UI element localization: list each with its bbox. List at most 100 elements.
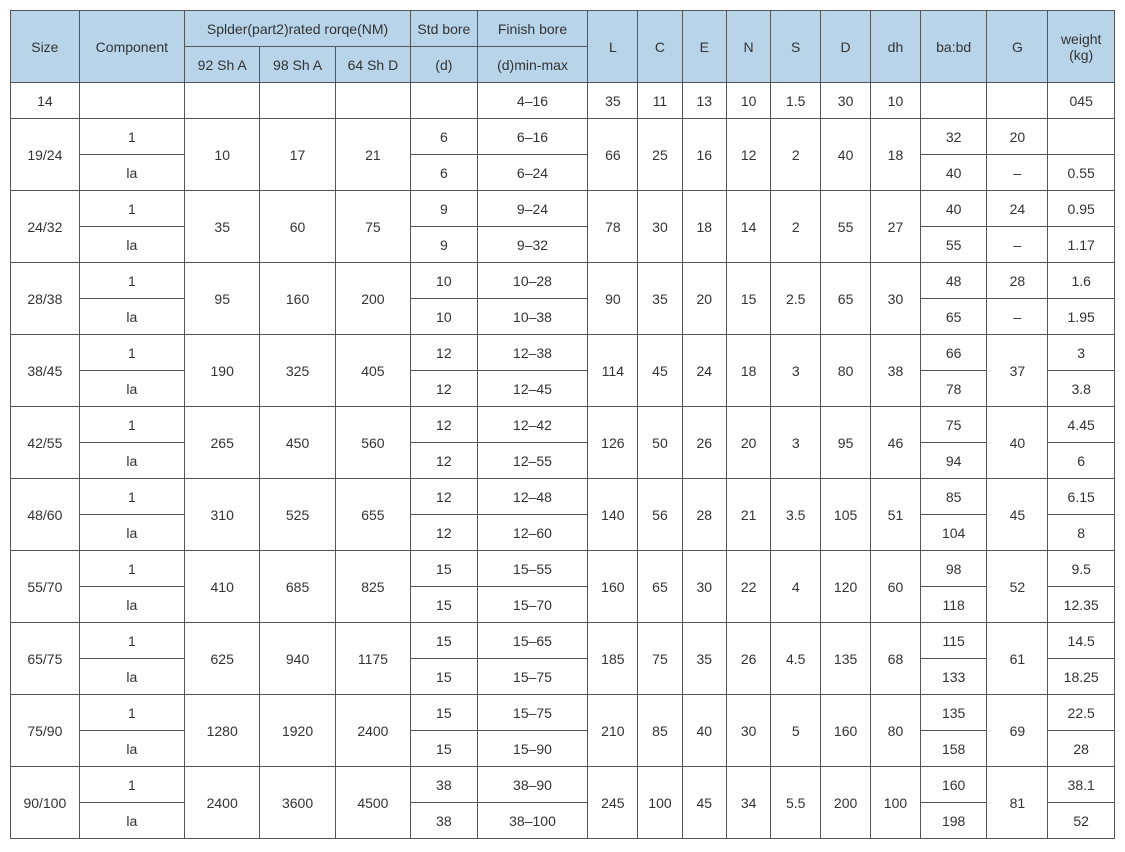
- cell: 75/90: [11, 695, 80, 767]
- cell: 9: [411, 191, 478, 227]
- cell: 80: [821, 335, 871, 407]
- cell: 12: [411, 515, 478, 551]
- cell: 9–24: [477, 191, 588, 227]
- table-row: la 15 15–90 158 28: [11, 731, 1115, 767]
- col-S: S: [771, 11, 821, 83]
- cell: 12–38: [477, 335, 588, 371]
- cell: 15–65: [477, 623, 588, 659]
- cell: 55: [821, 191, 871, 263]
- cell: 10: [871, 83, 921, 119]
- col-babd: ba:bd: [920, 11, 987, 83]
- col-N: N: [726, 11, 770, 83]
- col-D: D: [821, 11, 871, 83]
- cell: 21: [726, 479, 770, 551]
- cell: 15: [411, 587, 478, 623]
- weight-label-1: weight: [1061, 31, 1101, 47]
- cell: 20: [987, 119, 1048, 155]
- cell: 40: [987, 407, 1048, 479]
- cell: 22: [726, 551, 770, 623]
- table-row: la 12 12–45 78 3.8: [11, 371, 1115, 407]
- cell: la: [79, 155, 184, 191]
- cell: 45: [638, 335, 682, 407]
- cell: 11: [638, 83, 682, 119]
- cell: 90: [588, 263, 638, 335]
- cell: la: [79, 443, 184, 479]
- cell: 35: [185, 191, 260, 263]
- cell: 95: [821, 407, 871, 479]
- col-sh98: 98 Sh A: [260, 47, 335, 83]
- col-stdbore-group: Std bore: [411, 11, 478, 47]
- cell: 15–75: [477, 659, 588, 695]
- cell: 15: [411, 659, 478, 695]
- cell: 6: [411, 155, 478, 191]
- cell: 75: [335, 191, 410, 263]
- cell: 17: [260, 119, 335, 191]
- cell: 12–60: [477, 515, 588, 551]
- col-size: Size: [11, 11, 80, 83]
- cell: [260, 83, 335, 119]
- cell: 38: [411, 767, 478, 803]
- table-row: la 10 10–38 65 – 1.95: [11, 299, 1115, 335]
- cell: la: [79, 299, 184, 335]
- cell: 94: [920, 443, 987, 479]
- cell: 40: [821, 119, 871, 191]
- table-row: 28/38 1 95 160 200 10 10–28 90 35 20 15 …: [11, 263, 1115, 299]
- cell: 5: [771, 695, 821, 767]
- cell: 3.8: [1048, 371, 1115, 407]
- cell: 5.5: [771, 767, 821, 839]
- cell: 100: [638, 767, 682, 839]
- table-row: la 38 38–100 198 52: [11, 803, 1115, 839]
- cell: 560: [335, 407, 410, 479]
- cell: 405: [335, 335, 410, 407]
- col-G: G: [987, 11, 1048, 83]
- cell: 410: [185, 551, 260, 623]
- cell: 12: [411, 335, 478, 371]
- cell: 135: [920, 695, 987, 731]
- col-finishbore-group: Finish bore: [477, 11, 588, 47]
- cell: 38–90: [477, 767, 588, 803]
- cell: 1: [79, 551, 184, 587]
- cell: 10: [726, 83, 770, 119]
- cell: 80: [871, 695, 921, 767]
- cell: 10: [411, 263, 478, 299]
- cell: –: [987, 227, 1048, 263]
- cell: 4–16: [477, 83, 588, 119]
- cell: –: [987, 155, 1048, 191]
- cell: 325: [260, 335, 335, 407]
- cell: 3.5: [771, 479, 821, 551]
- cell: [185, 83, 260, 119]
- cell: 10–38: [477, 299, 588, 335]
- cell: 4.45: [1048, 407, 1115, 443]
- cell: 27: [871, 191, 921, 263]
- cell: 35: [682, 623, 726, 695]
- cell: 98: [920, 551, 987, 587]
- cell: 35: [638, 263, 682, 335]
- cell: 160: [920, 767, 987, 803]
- cell: 1.95: [1048, 299, 1115, 335]
- cell: 10–28: [477, 263, 588, 299]
- table-row: 90/100 1 2400 3600 4500 38 38–90 245 100…: [11, 767, 1115, 803]
- table-row: la 15 15–75 133 18.25: [11, 659, 1115, 695]
- col-spider-group: Splder(part2)rated rorqe(NM): [185, 11, 411, 47]
- col-weight: weight (kg): [1048, 11, 1115, 83]
- cell: 0.55: [1048, 155, 1115, 191]
- cell: 30: [726, 695, 770, 767]
- cell: 6–16: [477, 119, 588, 155]
- cell: 525: [260, 479, 335, 551]
- cell: 19/24: [11, 119, 80, 191]
- cell: 140: [588, 479, 638, 551]
- cell: 30: [638, 191, 682, 263]
- cell: 1: [79, 623, 184, 659]
- table-row: 19/24 1 10 17 21 6 6–16 66 25 16 12 2 40…: [11, 119, 1115, 155]
- cell: 55: [920, 227, 987, 263]
- cell: 20: [682, 263, 726, 335]
- cell: 1: [79, 263, 184, 299]
- cell: 18: [682, 191, 726, 263]
- cell: 40: [682, 695, 726, 767]
- cell: 18: [726, 335, 770, 407]
- cell: 4500: [335, 767, 410, 839]
- cell: 66: [588, 119, 638, 191]
- cell: 38/45: [11, 335, 80, 407]
- cell: 105: [821, 479, 871, 551]
- table-row: la 15 15–70 118 12.35: [11, 587, 1115, 623]
